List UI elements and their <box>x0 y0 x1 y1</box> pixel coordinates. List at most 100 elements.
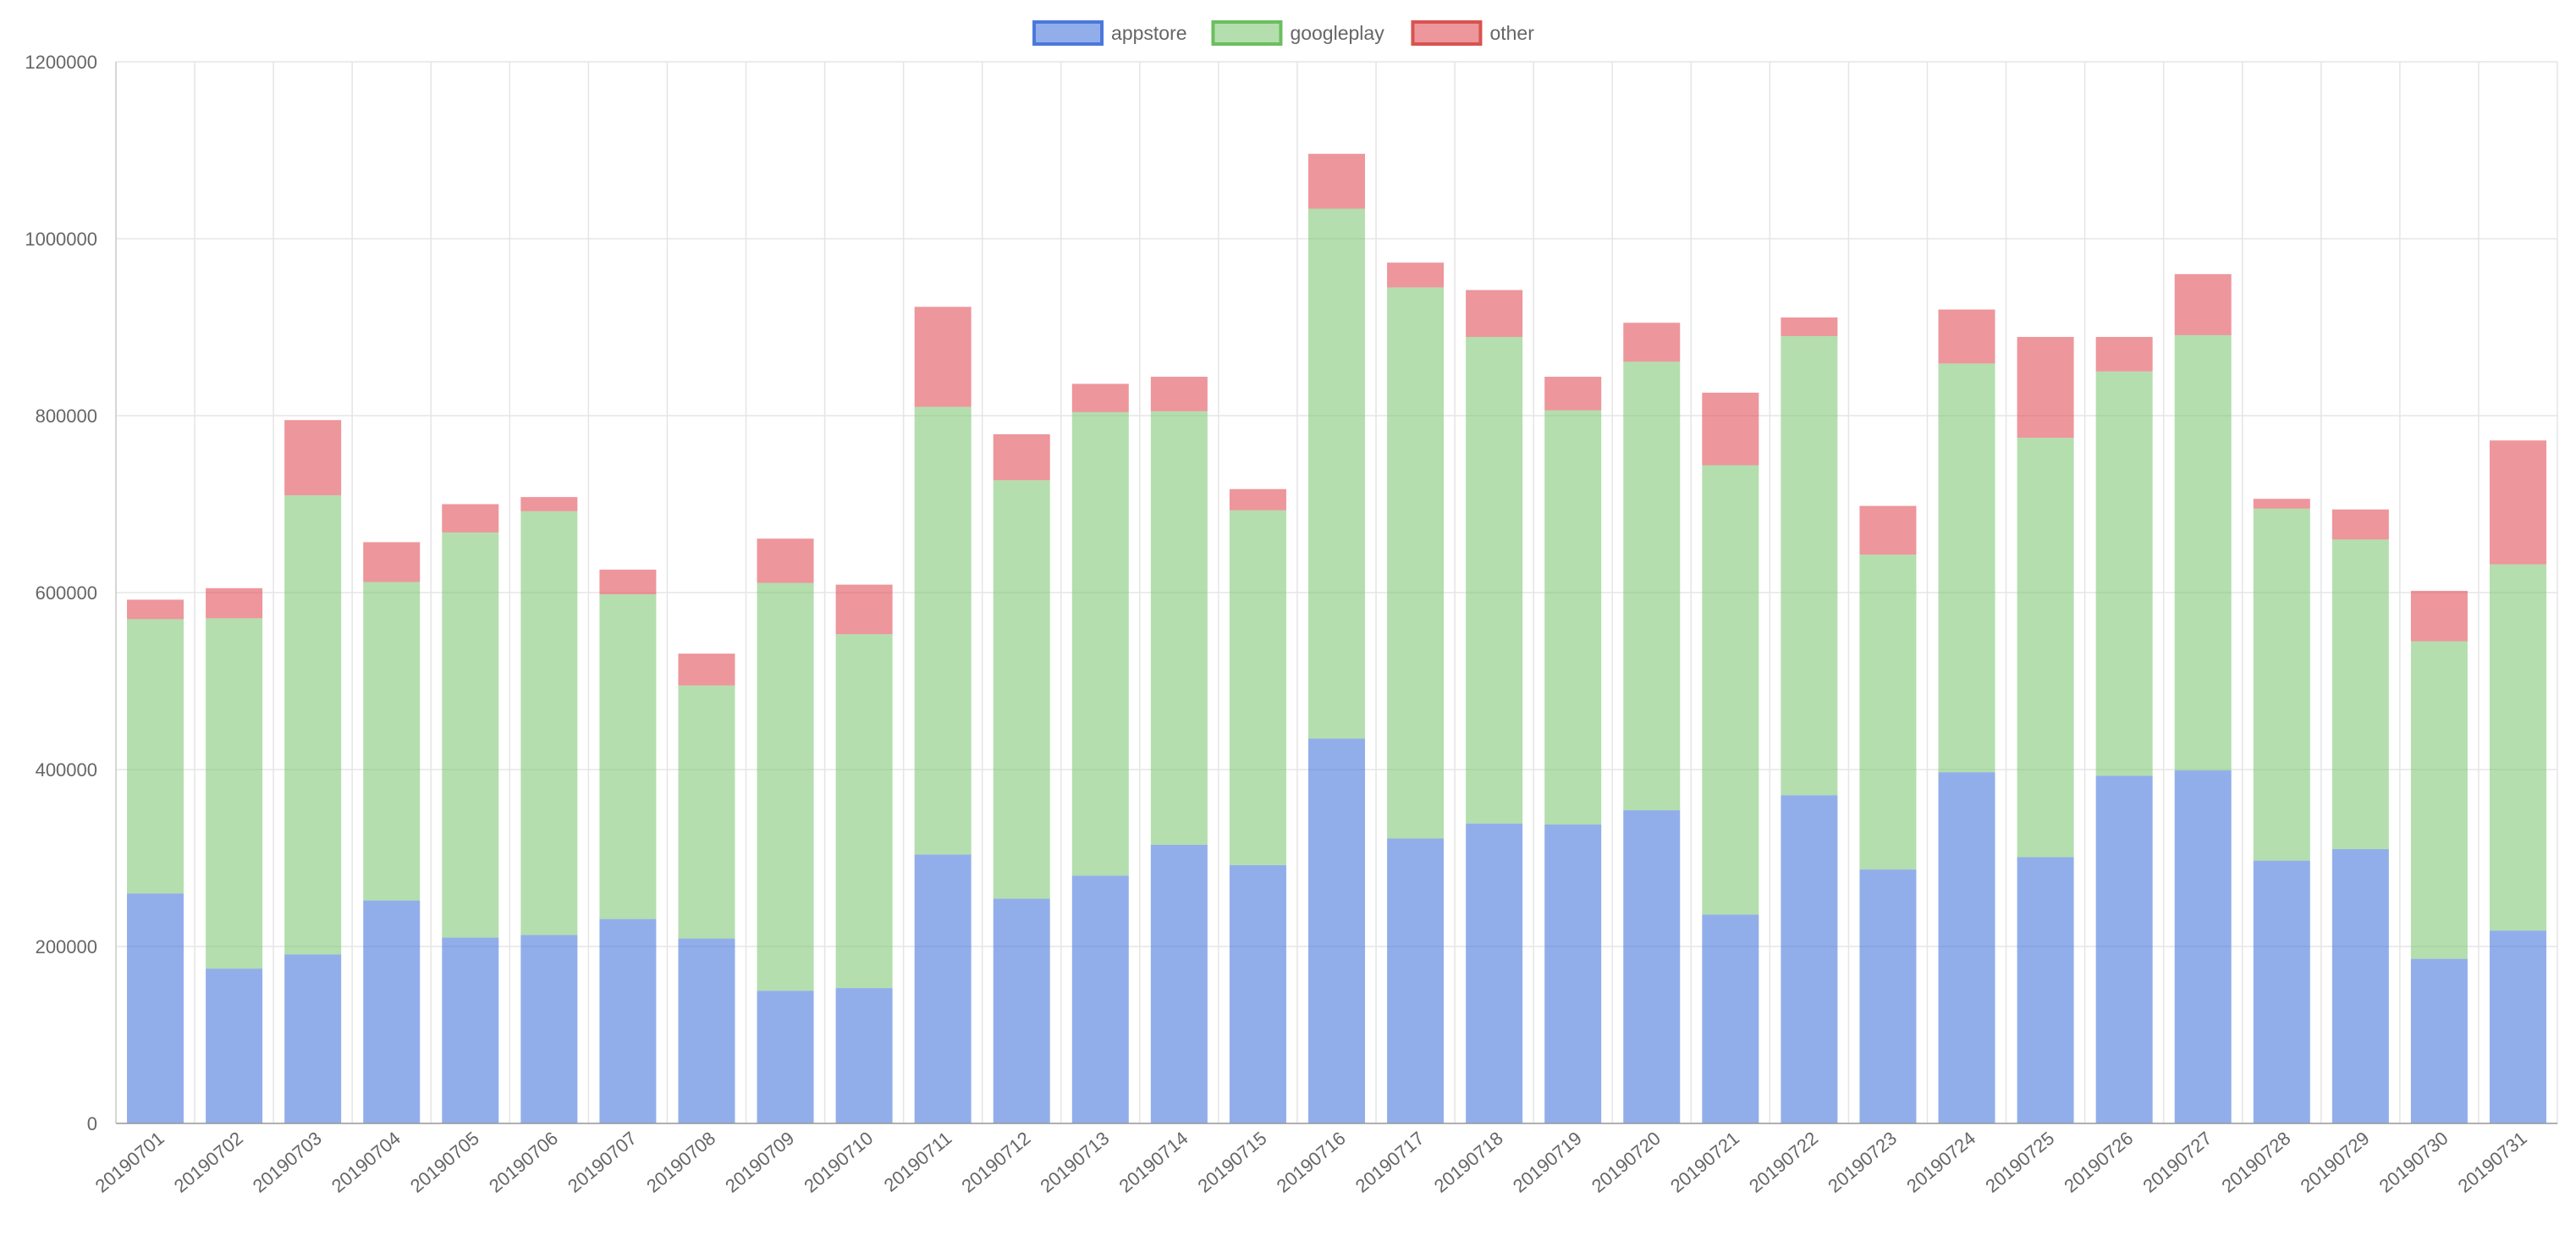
bar-googleplay-20190731[interactable] <box>2489 564 2546 931</box>
bar-other-20190714[interactable] <box>1150 377 1208 411</box>
bar-other-20190721[interactable] <box>1702 392 1759 466</box>
legend-item-other[interactable]: other <box>1411 20 1534 46</box>
bar-appstore-20190703[interactable] <box>284 954 342 1123</box>
bar-other-20190701[interactable] <box>127 599 184 620</box>
bar-googleplay-20190724[interactable] <box>1938 363 1995 773</box>
bar-other-20190723[interactable] <box>1859 505 1917 555</box>
bar-other-20190728[interactable] <box>2253 499 2310 509</box>
bar-googleplay-20190712[interactable] <box>993 480 1050 899</box>
bar-appstore-20190722[interactable] <box>1781 795 1838 1123</box>
bar-other-20190708[interactable] <box>678 654 735 686</box>
bar-appstore-20190731[interactable] <box>2489 930 2546 1123</box>
bar-googleplay-20190708[interactable] <box>678 685 735 939</box>
bar-googleplay-20190723[interactable] <box>1859 555 1917 870</box>
bar-other-20190713[interactable] <box>1071 383 1129 412</box>
bar-appstore-20190714[interactable] <box>1150 844 1208 1123</box>
bar-other-20190719[interactable] <box>1544 377 1602 411</box>
bar-appstore-20190701[interactable] <box>127 893 184 1123</box>
bar-appstore-20190708[interactable] <box>678 938 735 1123</box>
bar-appstore-20190713[interactable] <box>1071 875 1129 1123</box>
bar-appstore-20190727[interactable] <box>2174 770 2232 1123</box>
bar-googleplay-20190728[interactable] <box>2253 508 2310 861</box>
bar-other-20190718[interactable] <box>1466 290 1523 337</box>
bar-other-20190727[interactable] <box>2174 273 2232 335</box>
bar-appstore-20190710[interactable] <box>835 988 893 1123</box>
bar-other-20190702[interactable] <box>206 588 263 619</box>
bar-other-20190725[interactable] <box>2017 336 2074 439</box>
legend-item-googleplay[interactable]: googleplay <box>1211 20 1384 46</box>
bar-appstore-20190715[interactable] <box>1229 864 1286 1123</box>
legend-item-appstore[interactable]: appstore <box>1032 20 1187 46</box>
bar-appstore-20190721[interactable] <box>1702 914 1759 1123</box>
bar-other-20190716[interactable] <box>1307 153 1366 209</box>
bars <box>127 153 2546 1123</box>
bar-appstore-20190719[interactable] <box>1544 824 1602 1123</box>
bar-appstore-20190718[interactable] <box>1466 823 1523 1123</box>
bar-googleplay-20190730[interactable] <box>2410 641 2468 959</box>
bar-other-20190704[interactable] <box>363 542 421 582</box>
x-tick-label: 20190723 <box>1824 1128 1901 1197</box>
bar-appstore-20190705[interactable] <box>442 937 499 1123</box>
bar-other-20190709[interactable] <box>757 538 814 583</box>
bar-appstore-20190729[interactable] <box>2331 849 2389 1123</box>
bar-googleplay-20190714[interactable] <box>1150 411 1208 845</box>
bar-other-20190706[interactable] <box>520 497 578 511</box>
x-tick-label: 20190716 <box>1273 1128 1350 1197</box>
bar-googleplay-20190719[interactable] <box>1544 410 1602 825</box>
bar-appstore-20190720[interactable] <box>1623 810 1681 1123</box>
bar-appstore-20190725[interactable] <box>2017 857 2074 1123</box>
bar-appstore-20190726[interactable] <box>2095 775 2153 1123</box>
bar-googleplay-20190713[interactable] <box>1071 411 1129 876</box>
bar-other-20190724[interactable] <box>1938 309 1995 364</box>
y-tick-label: 600000 <box>36 582 97 604</box>
bar-googleplay-20190720[interactable] <box>1623 361 1681 811</box>
bar-googleplay-20190704[interactable] <box>363 582 421 901</box>
bar-googleplay-20190715[interactable] <box>1229 510 1286 865</box>
bar-other-20190717[interactable] <box>1387 262 1445 288</box>
bar-other-20190705[interactable] <box>442 504 499 532</box>
bar-appstore-20190712[interactable] <box>993 898 1050 1123</box>
bar-other-20190715[interactable] <box>1229 488 1286 510</box>
bar-other-20190720[interactable] <box>1623 323 1681 362</box>
bar-googleplay-20190729[interactable] <box>2331 539 2389 850</box>
bar-appstore-20190716[interactable] <box>1307 738 1366 1123</box>
bar-other-20190703[interactable] <box>284 420 342 496</box>
bar-googleplay-20190716[interactable] <box>1307 208 1366 739</box>
bar-other-20190710[interactable] <box>835 584 893 635</box>
bar-appstore-20190730[interactable] <box>2410 958 2468 1123</box>
bar-other-20190722[interactable] <box>1781 317 1838 336</box>
bar-googleplay-20190703[interactable] <box>284 495 342 955</box>
bar-googleplay-20190711[interactable] <box>914 406 972 855</box>
bar-googleplay-20190702[interactable] <box>206 618 263 969</box>
bar-googleplay-20190725[interactable] <box>2017 438 2074 858</box>
bar-other-20190731[interactable] <box>2489 440 2546 565</box>
bar-appstore-20190707[interactable] <box>599 919 657 1123</box>
bar-appstore-20190704[interactable] <box>363 900 421 1123</box>
bar-googleplay-20190722[interactable] <box>1781 335 1838 796</box>
bar-appstore-20190702[interactable] <box>206 968 263 1123</box>
bar-googleplay-20190707[interactable] <box>599 594 657 919</box>
bar-appstore-20190709[interactable] <box>757 990 814 1123</box>
bar-googleplay-20190726[interactable] <box>2095 371 2153 776</box>
bar-googleplay-20190718[interactable] <box>1466 336 1523 824</box>
bar-googleplay-20190706[interactable] <box>520 510 578 935</box>
bar-other-20190729[interactable] <box>2331 509 2389 540</box>
bar-other-20190712[interactable] <box>993 433 1050 481</box>
bar-googleplay-20190710[interactable] <box>835 634 893 989</box>
bar-other-20190730[interactable] <box>2410 590 2468 642</box>
bar-googleplay-20190705[interactable] <box>442 532 499 938</box>
bar-other-20190707[interactable] <box>599 569 657 595</box>
bar-googleplay-20190727[interactable] <box>2174 334 2232 771</box>
bar-appstore-20190724[interactable] <box>1938 772 1995 1123</box>
bar-appstore-20190728[interactable] <box>2253 860 2310 1123</box>
bar-appstore-20190717[interactable] <box>1387 838 1445 1123</box>
bar-googleplay-20190721[interactable] <box>1702 465 1759 915</box>
bar-appstore-20190723[interactable] <box>1859 869 1917 1123</box>
bar-appstore-20190706[interactable] <box>520 935 578 1123</box>
bar-googleplay-20190717[interactable] <box>1387 287 1445 839</box>
bar-googleplay-20190701[interactable] <box>127 619 184 894</box>
bar-appstore-20190711[interactable] <box>914 854 972 1123</box>
bar-other-20190726[interactable] <box>2095 336 2153 372</box>
bar-googleplay-20190709[interactable] <box>757 582 814 991</box>
bar-other-20190711[interactable] <box>914 306 972 407</box>
